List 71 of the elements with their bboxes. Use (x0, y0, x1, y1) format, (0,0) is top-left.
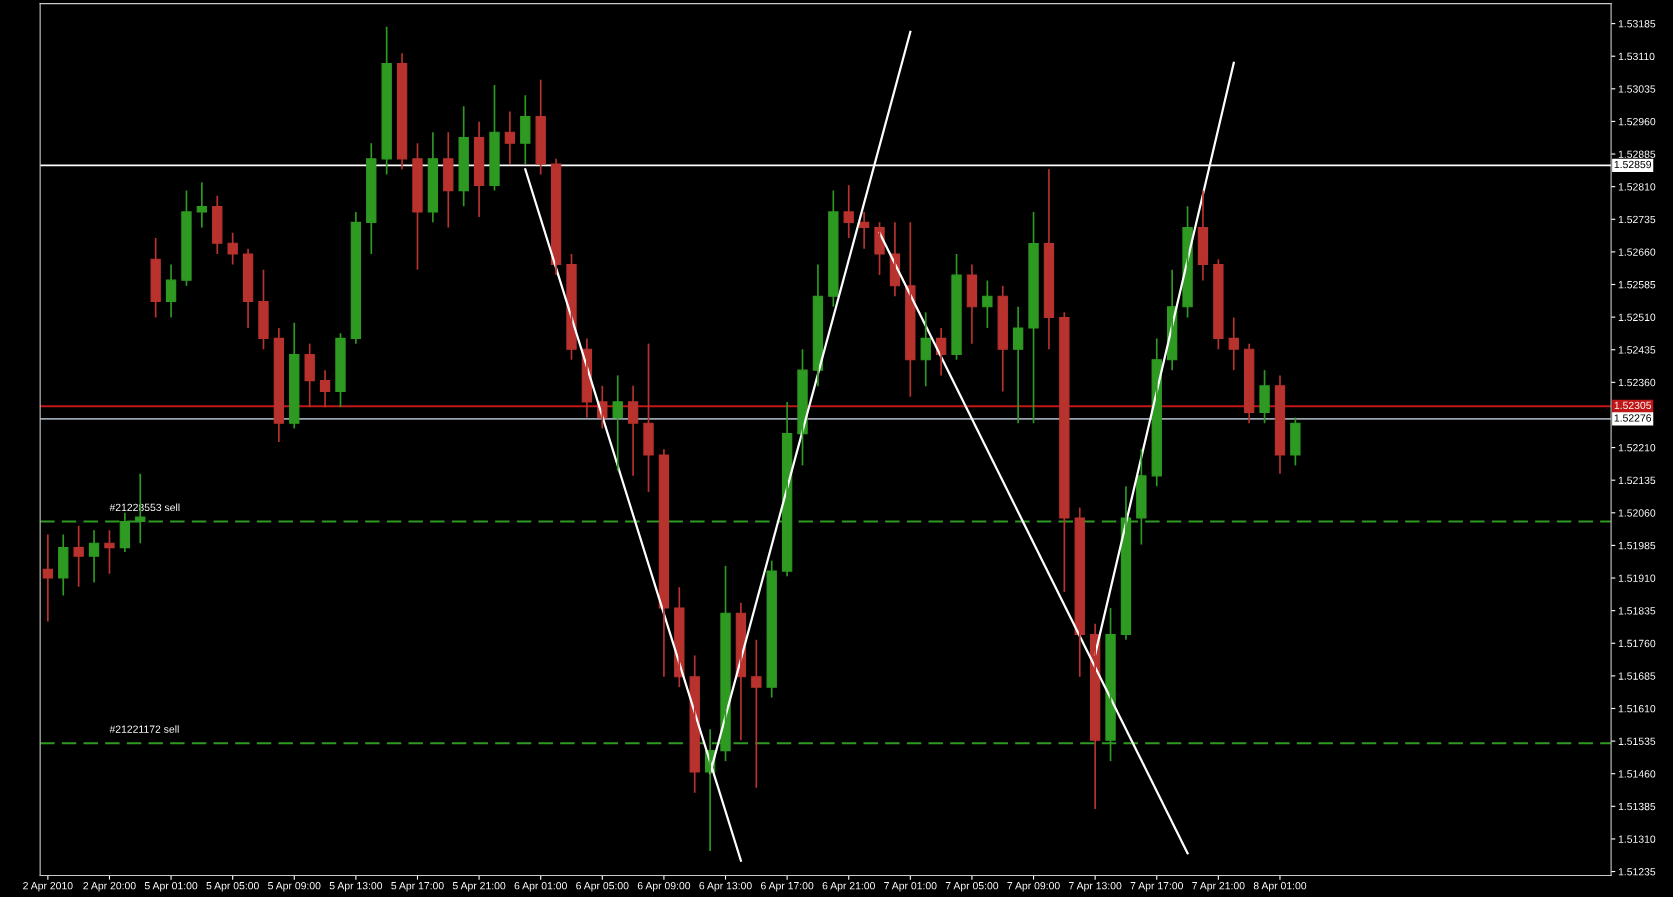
y-tick-label: 1.53185 (1618, 20, 1656, 28)
x-tick-label: 6 Apr 13:00 (699, 882, 752, 892)
candlestick (982, 279, 993, 329)
x-tick-label: 5 Apr 17:00 (391, 882, 444, 892)
x-tick-label: 5 Apr 01:00 (144, 882, 198, 892)
x-tick-label: 5 Apr 09:00 (268, 882, 321, 892)
candlestick (73, 525, 84, 588)
candlestick (489, 84, 500, 192)
y-tick-label: 1.51985 (1618, 541, 1656, 550)
ref-line-label: 1.52859 (1614, 160, 1652, 169)
candlestick (181, 189, 192, 287)
ref-line-label: 1.52305 (1614, 401, 1652, 410)
y-tick-label: 1.51310 (1618, 835, 1656, 843)
x-tick-label: 7 Apr 05:00 (945, 882, 999, 892)
candlestick (1059, 311, 1070, 593)
x-tick-label: 7 Apr 13:00 (1069, 882, 1122, 892)
y-tick-label: 1.51685 (1618, 672, 1656, 680)
candlestick (104, 529, 115, 575)
x-tick-label: 5 Apr 21:00 (452, 882, 506, 892)
x-tick-label: 2 Apr 20:00 (83, 882, 136, 892)
ref-line-label: 1.52276 (1614, 414, 1652, 422)
x-tick-label: 7 Apr 01:00 (884, 882, 937, 892)
y-tick-label: 1.52810 (1618, 183, 1656, 191)
x-tick-label: 2 Apr 2010 (23, 882, 73, 892)
candlestick (643, 342, 654, 493)
y-tick-label: 1.51535 (1618, 737, 1656, 745)
candlestick (1028, 211, 1039, 425)
candlestick (843, 184, 854, 239)
y-tick-label: 1.51610 (1618, 704, 1656, 713)
y-tick-label: 1.51460 (1618, 770, 1656, 778)
candlestick (1259, 369, 1270, 425)
y-tick-label: 1.52735 (1618, 215, 1656, 224)
y-tick-label: 1.52660 (1618, 248, 1656, 256)
x-tick-label: 7 Apr 09:00 (1007, 882, 1060, 892)
y-tick-label: 1.51760 (1618, 639, 1656, 648)
y-tick-label: 1.52585 (1618, 281, 1656, 289)
x-tick-label: 6 Apr 01:00 (514, 882, 567, 892)
x-tick-label: 5 Apr 13:00 (329, 882, 383, 892)
y-tick-label: 1.52135 (1618, 476, 1656, 485)
x-tick-label: 6 Apr 17:00 (761, 882, 814, 892)
x-tick-label: 6 Apr 21:00 (822, 882, 875, 892)
candlestick (335, 332, 346, 408)
y-tick-label: 1.52060 (1618, 509, 1656, 517)
candlestick (1136, 448, 1147, 546)
y-tick-label: 1.53110 (1618, 52, 1655, 61)
x-tick-label: 6 Apr 05:00 (576, 882, 629, 892)
candlestick (1213, 258, 1224, 351)
y-tick-label: 1.52885 (1618, 150, 1656, 158)
candlestick (951, 253, 962, 361)
y-tick-label: 1.53035 (1618, 85, 1656, 93)
candlestick (1290, 416, 1301, 467)
ref-line-label: #21221172 sell (109, 725, 179, 733)
candlestick (150, 237, 161, 319)
candlestick (412, 142, 423, 271)
y-tick-label: 1.51385 (1618, 802, 1656, 811)
candlestick (258, 268, 269, 351)
y-tick-label: 1.52210 (1618, 444, 1656, 452)
y-tick-label: 1.51910 (1618, 574, 1656, 582)
y-tick-label: 1.52435 (1618, 346, 1656, 354)
x-tick-label: 6 Apr 09:00 (637, 882, 691, 892)
x-tick-label: 8 Apr 01:00 (1253, 882, 1307, 892)
x-tick-label: 7 Apr 21:00 (1192, 882, 1245, 892)
x-tick-label: 7 Apr 17:00 (1130, 882, 1183, 892)
y-tick-label: 1.52360 (1618, 378, 1656, 387)
candlestick (751, 638, 762, 789)
y-tick-label: 1.52960 (1618, 117, 1656, 126)
candlestick (905, 221, 916, 398)
y-tick-label: 1.51235 (1618, 868, 1656, 876)
y-tick-label: 1.52510 (1618, 313, 1656, 321)
y-tick-label: 1.51835 (1618, 607, 1656, 615)
x-tick-label: 5 Apr 05:00 (206, 882, 259, 892)
